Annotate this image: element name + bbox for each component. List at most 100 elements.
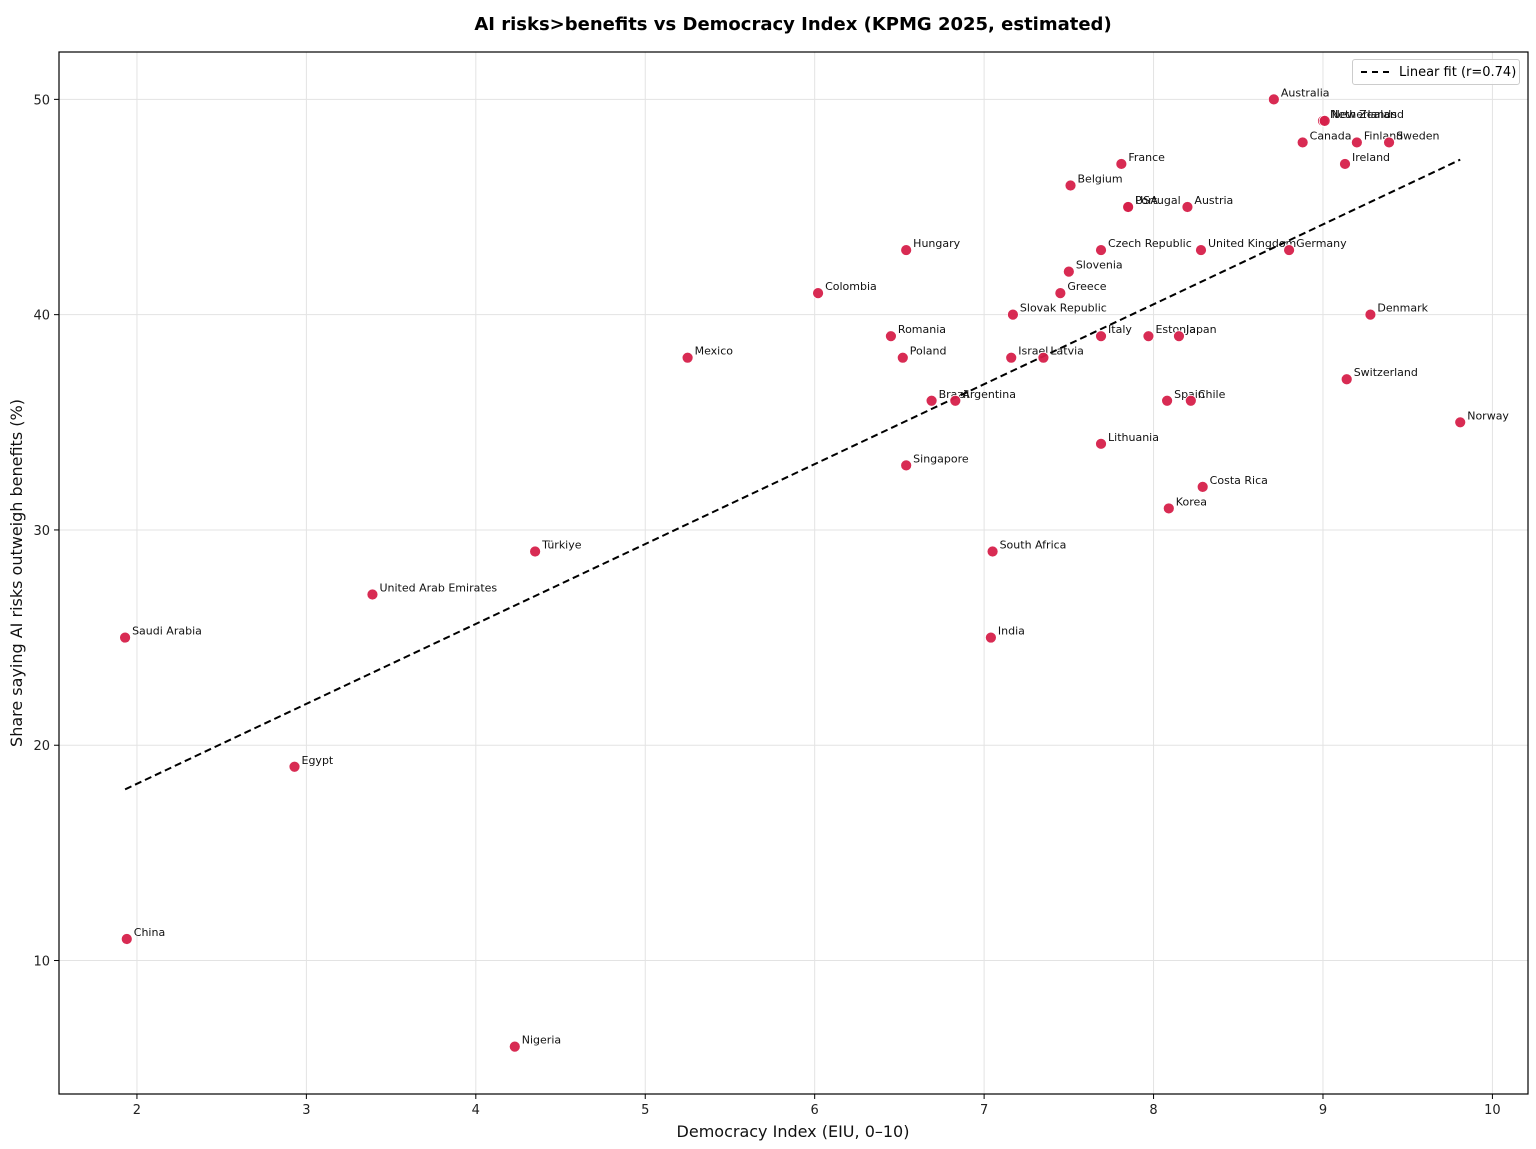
point-label: Australia — [1281, 86, 1330, 99]
point-label: Germany — [1296, 237, 1347, 250]
data-point: India — [984, 625, 1025, 644]
point-label: China — [134, 926, 165, 939]
data-point: Brazil — [925, 388, 970, 407]
x-tick-label: 2 — [133, 1103, 141, 1118]
point-label: Lithuania — [1108, 431, 1159, 444]
point-label: Japan — [1185, 323, 1217, 336]
point-label: New Zealand — [1332, 108, 1404, 121]
point-label: Ireland — [1352, 151, 1390, 164]
data-point: Egypt — [288, 754, 334, 773]
x-tick-label: 5 — [641, 1103, 649, 1118]
data-point: Japan — [1173, 323, 1217, 343]
data-point: Romania — [885, 323, 946, 343]
point-label: Portugal — [1135, 194, 1181, 207]
data-point: Denmark — [1364, 302, 1429, 321]
point-label: Switzerland — [1354, 366, 1418, 379]
data-point: Colombia — [812, 280, 877, 300]
point-label: Nigeria — [522, 1034, 561, 1047]
point-label: Saudi Arabia — [132, 625, 202, 638]
chart-title: AI risks>benefits vs Democracy Index (KP… — [474, 14, 1112, 35]
y-tick-label: 30 — [33, 524, 50, 539]
x-tick-label: 4 — [472, 1103, 480, 1118]
point-label: USA — [1135, 194, 1158, 207]
point-label: Hungary — [913, 237, 960, 250]
data-point: Saudi Arabia — [119, 625, 202, 644]
data-point: Lithuania — [1095, 431, 1159, 450]
point-label: Slovenia — [1076, 259, 1123, 272]
legend: Linear fit (r=0.74) — [1352, 59, 1520, 85]
point-label: Egypt — [302, 754, 334, 767]
y-tick-label: 10 — [33, 955, 50, 970]
data-point: Austria — [1181, 194, 1233, 213]
y-axis-label: Share saying AI risks outweigh benefits … — [7, 399, 26, 747]
grid-lines — [59, 52, 1528, 1094]
data-point: Hungary — [900, 237, 961, 256]
data-point: Spain — [1161, 388, 1205, 407]
axis-ticks: 2 3 4 5 6 7 8 9 10 10 20 30 40 50 — [33, 93, 1500, 1118]
point-label: Czech Republic — [1108, 237, 1192, 250]
point-label: United Arab Emirates — [379, 582, 497, 595]
data-point: France — [1115, 151, 1165, 170]
point-label: Italy — [1108, 323, 1132, 336]
data-point: Slovenia — [1062, 259, 1123, 278]
data-point: New Zealand — [1318, 108, 1404, 127]
x-tick-label: 6 — [811, 1103, 819, 1118]
point-label: Mexico — [695, 345, 734, 358]
point-label: Belgium — [1078, 172, 1123, 185]
point-label: Norway — [1467, 409, 1509, 422]
point-label: Greece — [1067, 280, 1106, 293]
point-label: Argentina — [962, 388, 1016, 401]
x-tick-label: 7 — [980, 1103, 988, 1118]
legend-label: Linear fit (r=0.74) — [1399, 64, 1517, 80]
point-label: Estonia — [1155, 323, 1196, 336]
point-label: Netherlands — [1330, 108, 1397, 121]
data-point: Norway — [1454, 409, 1509, 429]
data-point: Costa Rica — [1196, 474, 1268, 493]
point-label: Costa Rica — [1210, 474, 1268, 487]
point-label: Colombia — [825, 280, 877, 293]
data-point: Mexico — [681, 345, 734, 364]
dashed-line-swatch-icon — [1361, 71, 1389, 73]
point-label: Romania — [898, 323, 946, 336]
y-tick-label: 50 — [33, 93, 50, 108]
data-point: Singapore — [900, 452, 969, 472]
point-label: Brazil — [939, 388, 970, 401]
point-label: South Africa — [1000, 538, 1067, 551]
point-label: Türkiye — [541, 538, 582, 551]
x-tick-label: 3 — [302, 1103, 310, 1118]
data-point: Portugal — [1122, 194, 1181, 213]
point-label: Austria — [1194, 194, 1233, 207]
data-point: Switzerland — [1340, 366, 1418, 386]
data-point: Sweden — [1383, 129, 1440, 149]
data-point: United Kingdom — [1195, 237, 1296, 256]
data-point: Belgium — [1064, 172, 1123, 192]
x-tick-label: 9 — [1319, 1103, 1327, 1118]
point-label: France — [1128, 151, 1165, 164]
data-point: South Africa — [986, 538, 1067, 558]
point-label: Sweden — [1396, 129, 1439, 142]
point-label: Canada — [1310, 129, 1352, 142]
data-point: Czech Republic — [1095, 237, 1192, 256]
data-point: Slovak Republic — [1007, 302, 1107, 321]
point-label: Singapore — [913, 452, 969, 465]
data-point: Latvia — [1037, 345, 1084, 364]
x-axis-label: Democracy Index (EIU, 0–10) — [677, 1122, 910, 1141]
data-point: Estonia — [1142, 323, 1196, 343]
data-point: Ireland — [1339, 151, 1390, 170]
data-point: Nigeria — [508, 1034, 561, 1053]
point-label: Spain — [1174, 388, 1205, 401]
x-tick-label: 10 — [1484, 1103, 1501, 1118]
y-tick-label: 40 — [33, 309, 50, 324]
data-point: Türkiye — [529, 538, 582, 558]
data-point: Italy — [1095, 323, 1132, 343]
point-label: Chile — [1198, 388, 1226, 401]
data-point: Argentina — [949, 388, 1016, 407]
data-point: United Arab Emirates — [366, 582, 497, 601]
data-point: Germany — [1283, 237, 1347, 256]
point-label: India — [998, 625, 1025, 638]
point-label: Slovak Republic — [1020, 302, 1107, 315]
data-point: Korea — [1162, 495, 1207, 515]
point-label: Poland — [910, 345, 947, 358]
